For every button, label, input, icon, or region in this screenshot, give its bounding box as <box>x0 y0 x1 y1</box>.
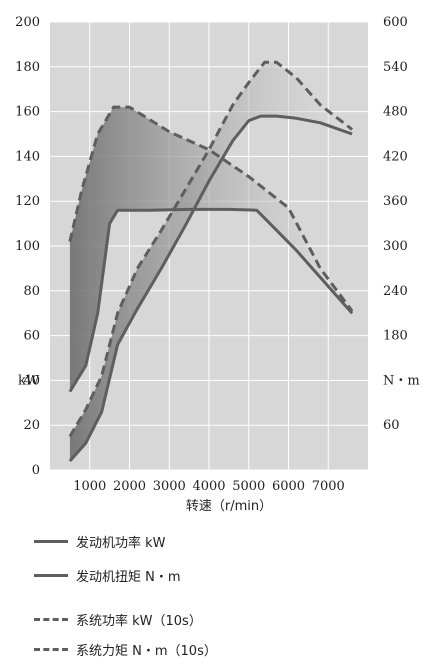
left-tick-label: 120 <box>15 194 40 209</box>
legend-swatch-dashed <box>34 647 68 651</box>
right-tick-label: 300 <box>383 239 408 254</box>
x-tick-label: 4000 <box>192 479 225 494</box>
x-tick-label: 2000 <box>113 479 146 494</box>
legend-item-engine-power: 发动机功率 kW <box>34 530 166 552</box>
legend-item-system-power: 系统功率 kW（10s） <box>34 608 202 630</box>
legend-swatch-solid <box>34 539 68 543</box>
left-tick-label: 180 <box>15 60 40 75</box>
legend-swatch-dashed <box>34 617 68 621</box>
right-tick-label: 540 <box>383 60 408 75</box>
legend-label-system-power: 系统功率 kW（10s） <box>76 613 202 629</box>
legend-label-system-torque: 系统力矩 N・m（10s） <box>76 643 217 659</box>
right-tick-label: 480 <box>383 105 408 120</box>
series-line-0 <box>68 114 353 462</box>
x-tick-label: 5000 <box>232 479 265 494</box>
x-axis-title: 转速（r/min） <box>186 499 272 514</box>
legend-item-engine-torque: 发动机扭矩 N・m <box>34 564 181 586</box>
chart-svg: 0 20 40 60 80 100 120 140 160 180 200 60 180 240 300 36… <box>15 15 420 514</box>
series-line-1 <box>68 207 354 393</box>
left-tick-label: 40 <box>23 373 40 388</box>
left-tick-label: 100 <box>15 239 40 254</box>
legend-label-engine-torque: 发动机扭矩 N・m <box>76 569 181 585</box>
legend-item-system-torque: 系统力矩 N・m（10s） <box>34 638 217 660</box>
series-line-2 <box>68 60 354 438</box>
series-line-3 <box>68 105 354 312</box>
left-tick-label: 20 <box>23 418 40 433</box>
right-tick-label: 420 <box>383 149 408 164</box>
legend-swatch-solid <box>34 573 68 577</box>
x-tick-label: 7000 <box>312 479 345 494</box>
left-tick-label: 60 <box>23 329 40 344</box>
left-tick-label: 80 <box>23 284 40 299</box>
right-tick-label: 600 <box>383 15 408 30</box>
legend-label-engine-power: 发动机功率 kW <box>76 535 166 551</box>
left-tick-label: 140 <box>15 149 40 164</box>
right-tick-label: 240 <box>383 284 408 299</box>
right-tick-label: 360 <box>383 194 408 209</box>
left-tick-label: 160 <box>15 105 40 120</box>
x-tick-label: 6000 <box>272 479 305 494</box>
right-tick-label: 180 <box>383 329 408 344</box>
x-tick-label: 1000 <box>73 479 106 494</box>
torque-envelope-fill <box>69 107 353 392</box>
chart: 0 20 40 60 80 100 120 140 160 180 200 60 180 240 300 36… <box>15 15 420 514</box>
left-tick-label: 0 <box>32 463 40 478</box>
x-tick-label: 3000 <box>153 479 186 494</box>
right-axis-unit: N・m <box>383 373 420 388</box>
left-axis-unit: kW <box>18 373 40 388</box>
left-tick-label: 200 <box>15 15 40 30</box>
right-tick-label: 60 <box>383 418 400 433</box>
